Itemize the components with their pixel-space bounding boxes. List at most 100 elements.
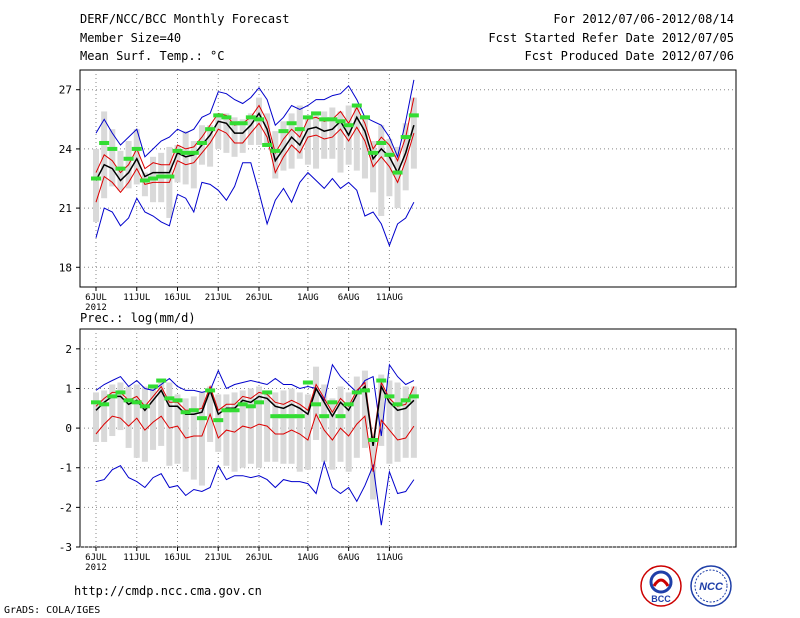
obs-marker — [213, 418, 224, 423]
obs-marker — [400, 135, 411, 140]
ensemble-box — [386, 380, 393, 464]
ensemble-box — [109, 384, 116, 437]
obs-marker — [115, 390, 126, 395]
forecast-period: For 2012/07/06-2012/08/14 — [553, 12, 734, 26]
obs-marker — [188, 408, 199, 413]
footer-url[interactable]: http://cmdp.ncc.cma.gov.cn — [74, 584, 262, 598]
ensemble-box — [182, 398, 189, 472]
ensemble-box — [296, 105, 303, 159]
y-tick-label: 2 — [65, 343, 72, 356]
y-tick-label: -1 — [59, 462, 72, 475]
ncc-logo-text: NCC — [699, 581, 724, 593]
obs-marker — [123, 398, 134, 403]
ensemble-box — [313, 115, 320, 169]
x-tick-label: 6JUL — [85, 293, 107, 303]
ensemble-box — [361, 370, 368, 448]
y-tick-label: 24 — [59, 143, 73, 156]
ensemble-box — [361, 115, 368, 179]
ensemble-box — [329, 398, 336, 470]
ensemble-box — [190, 141, 197, 189]
obs-marker — [262, 142, 273, 147]
year-label: 2012 — [85, 563, 107, 573]
ensemble-box — [247, 113, 254, 145]
ensemble-box — [280, 390, 287, 464]
obs-marker — [408, 113, 419, 118]
ensemble-box — [378, 374, 385, 446]
x-tick-label: 21JUL — [205, 293, 232, 303]
obs-marker — [351, 103, 362, 108]
obs-marker — [245, 404, 256, 409]
ensemble-box — [198, 392, 205, 486]
ensemble-box — [378, 125, 385, 216]
obs-marker — [262, 390, 273, 395]
ensemble-box — [337, 386, 344, 462]
ensemble-box — [402, 123, 409, 191]
obs-marker — [319, 414, 330, 419]
obs-marker — [221, 115, 232, 120]
x-tick-label: 6JUL — [85, 553, 107, 563]
obs-marker — [335, 119, 346, 124]
obs-marker — [131, 146, 142, 151]
ensemble-box — [402, 386, 409, 458]
obs-marker — [294, 127, 305, 132]
ensemble-box — [101, 390, 108, 442]
ensemble-box — [247, 388, 254, 464]
obs-marker — [245, 115, 256, 120]
x-tick-label: 1AUG — [297, 293, 319, 303]
ensemble-box — [182, 131, 189, 185]
ensemble-box — [141, 386, 148, 462]
obs-marker — [384, 394, 395, 399]
panel-1: 18 21 24 27 6JUL 11JUL 16JUL 21JUL 26JUL 1AUG 6AUG… — [59, 69, 737, 313]
obs-marker — [384, 152, 395, 157]
obs-marker — [91, 400, 101, 405]
obs-marker — [115, 166, 126, 171]
obs-marker — [319, 117, 330, 122]
obs-marker — [254, 117, 264, 122]
member-size: Member Size=40 — [80, 31, 182, 45]
ensemble-box — [321, 111, 328, 159]
bcc-logo: BCC — [640, 565, 682, 607]
x-tick-label: 26JUL — [245, 553, 272, 563]
y-tick-label: 27 — [59, 84, 72, 97]
ensemble-box — [288, 113, 295, 169]
obs-marker — [180, 410, 191, 415]
chart-title: DERF/NCC/BCC Monthly Forecast — [80, 12, 290, 26]
panel-frame — [79, 69, 737, 288]
x-tick-label: 11AUG — [376, 553, 403, 563]
ensemble-box — [239, 119, 246, 153]
obs-marker — [343, 402, 354, 407]
y-tick-label: -3 — [59, 541, 72, 554]
ensemble-box — [256, 386, 262, 468]
obs-marker — [359, 115, 370, 120]
ensemble-box — [329, 107, 336, 159]
ensemble-box — [166, 382, 173, 466]
obs-marker — [156, 174, 167, 179]
obs-marker — [286, 414, 297, 419]
variable-temp-label: Mean Surf. Temp.: °C — [80, 49, 225, 63]
y-tick-label: 0 — [65, 422, 72, 435]
obs-marker — [311, 111, 322, 116]
obs-marker — [156, 378, 167, 383]
x-tick-label: 16JUL — [164, 293, 191, 303]
forecast-produced-date: Fcst Produced Date 2012/07/06 — [524, 49, 734, 63]
obs-marker — [180, 150, 191, 155]
obs-marker — [368, 437, 379, 442]
upper-percentile-line — [95, 380, 415, 443]
ensemble-min-line — [95, 162, 415, 248]
obs-marker — [139, 178, 150, 183]
ensemble-box — [93, 392, 99, 442]
ensemble-box — [272, 131, 279, 179]
ensemble-min-line — [95, 459, 415, 526]
obs-marker — [196, 140, 207, 145]
obs-marker — [237, 402, 248, 407]
obs-marker — [213, 113, 224, 118]
obs-marker — [172, 148, 183, 153]
x-tick-label: 16JUL — [164, 553, 191, 563]
ensemble-box — [215, 113, 222, 149]
obs-marker — [139, 404, 150, 409]
ensemble-box — [109, 129, 116, 187]
x-tick-label: 21JUL — [205, 553, 232, 563]
ensemble-box — [125, 386, 132, 448]
obs-marker — [400, 398, 411, 403]
obs-marker — [392, 402, 403, 407]
